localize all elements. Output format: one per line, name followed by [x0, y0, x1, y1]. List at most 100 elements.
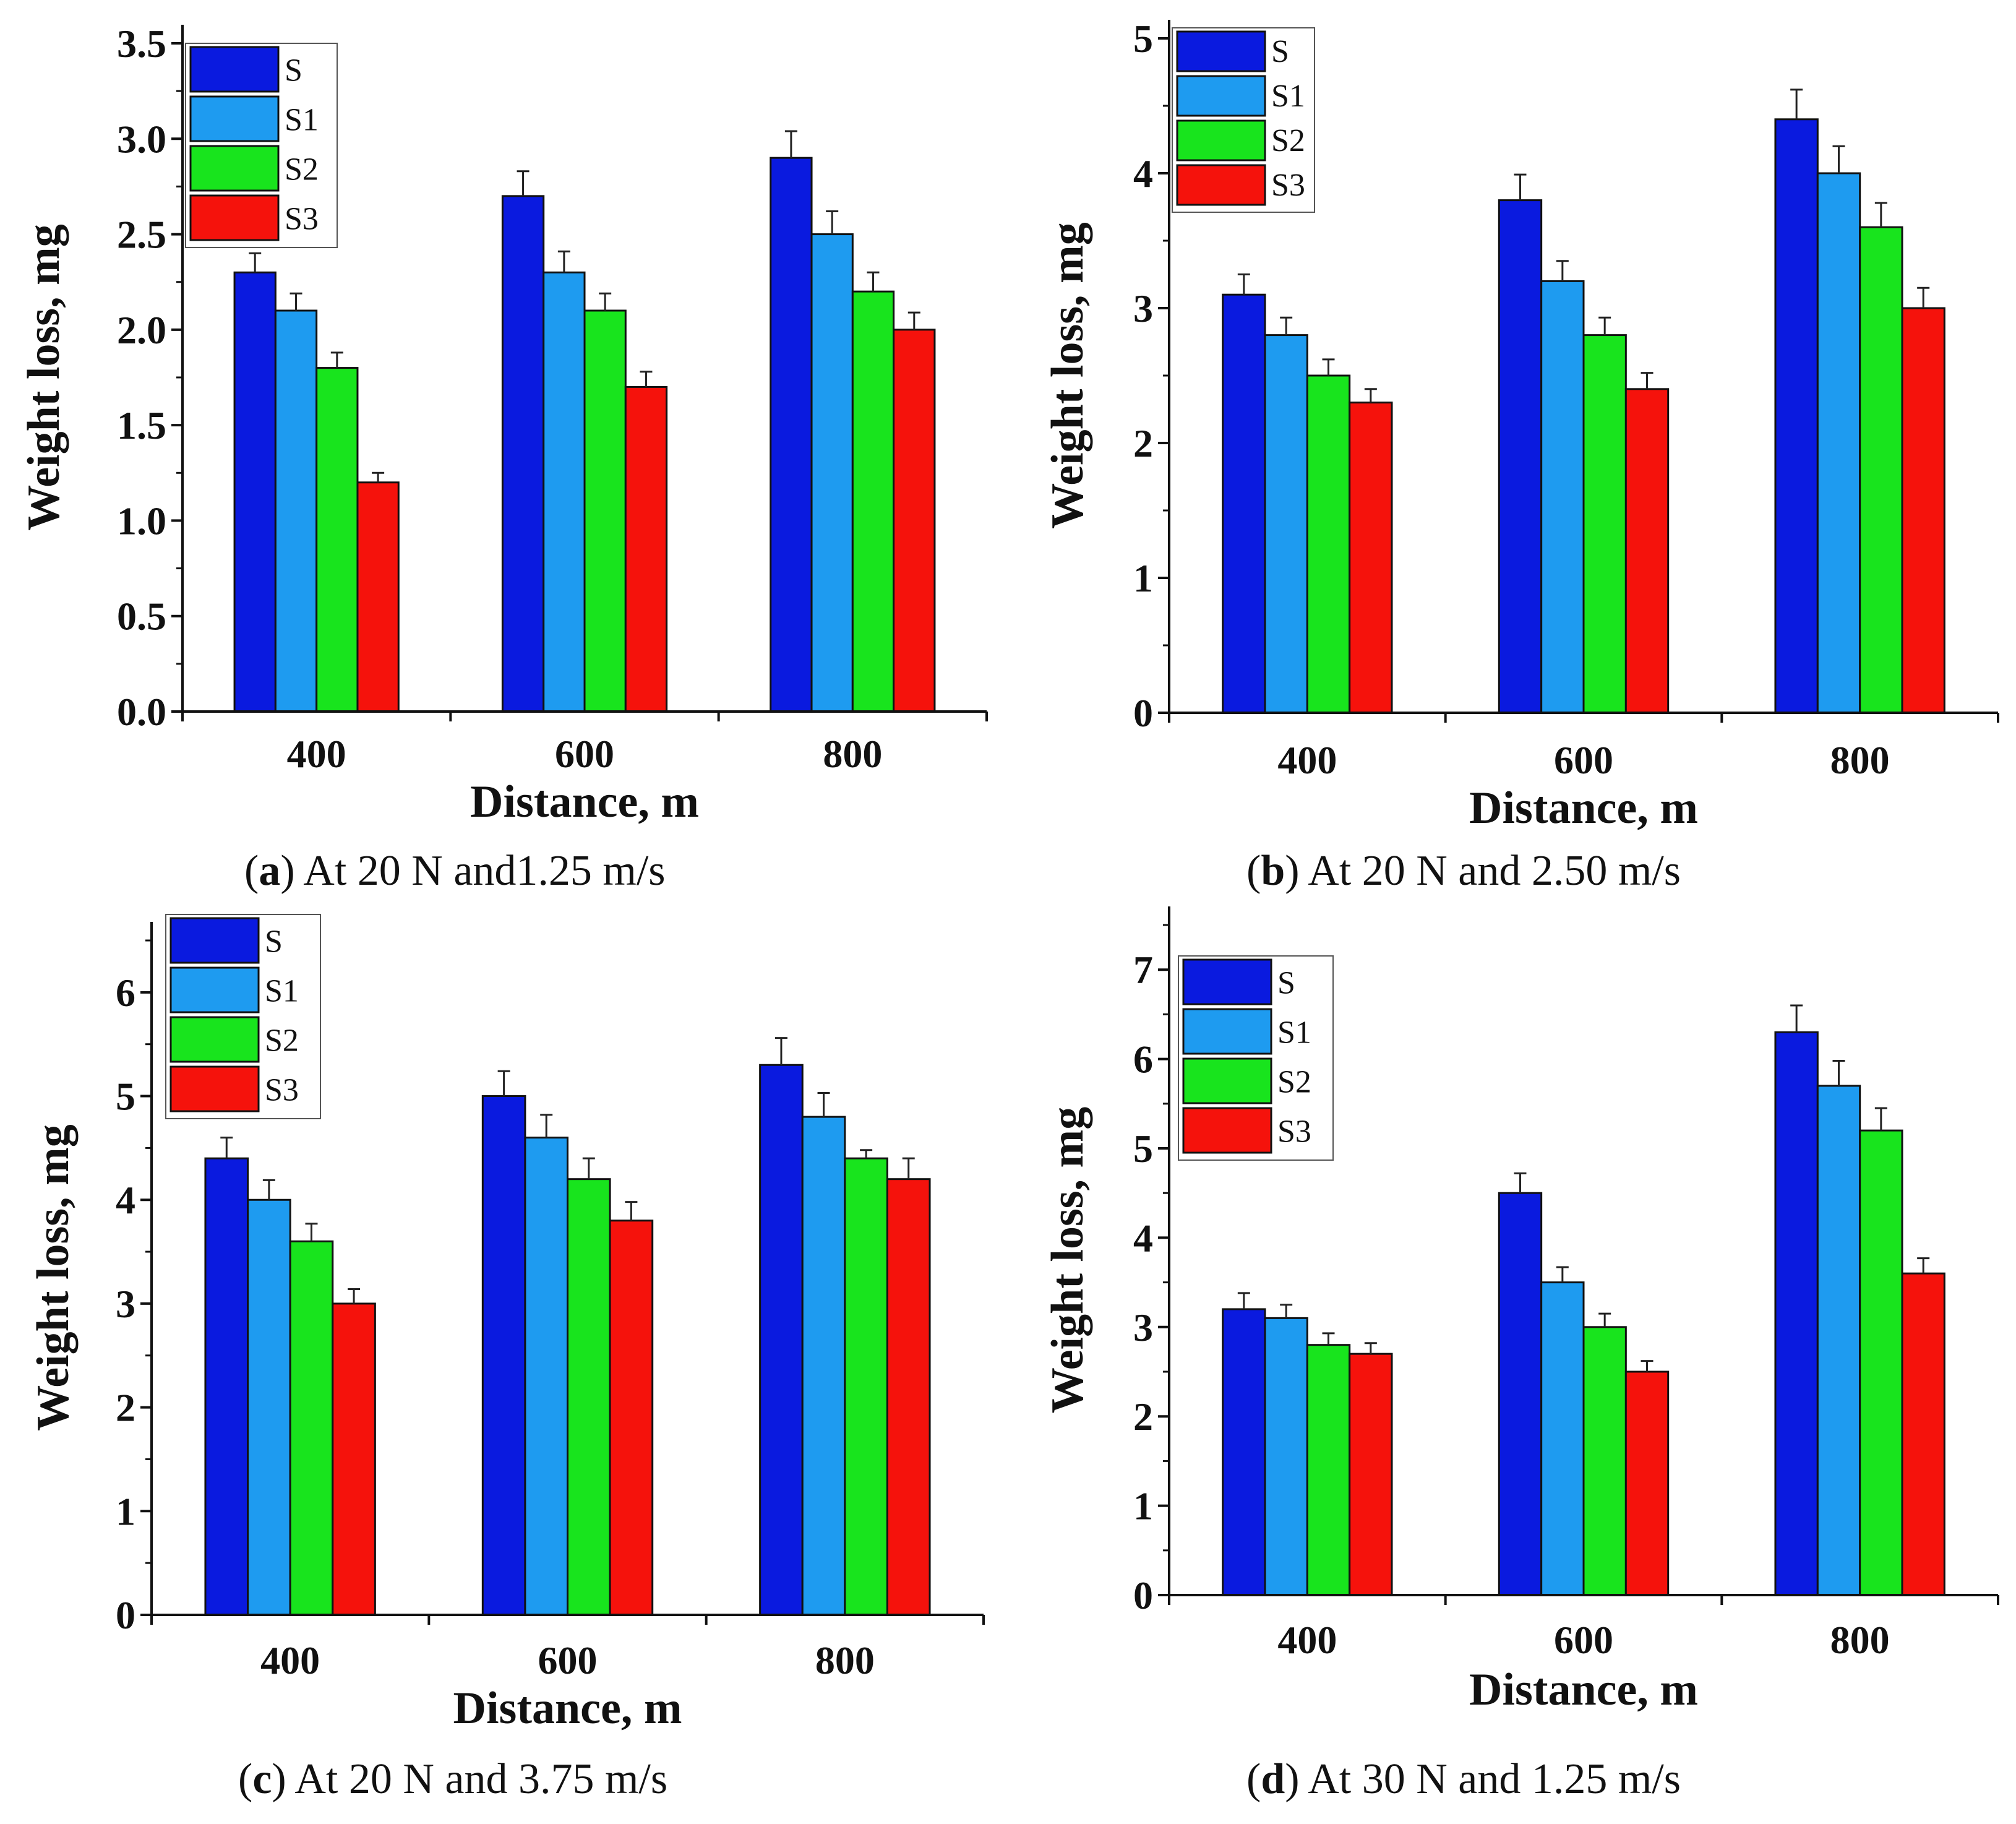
y-tick-label: 4: [1133, 152, 1153, 196]
caption-text: ) At 20 N and 2.50 m/s: [1285, 847, 1681, 895]
bar-s-600: [1498, 1192, 1543, 1596]
legend-label-s1: S1: [1277, 1015, 1311, 1050]
caption-letter: c: [252, 1755, 272, 1803]
legend-swatch-s2: [169, 1016, 260, 1063]
legend-label-s2: S2: [285, 152, 319, 187]
x-tick-label-600: 600: [1554, 1618, 1613, 1662]
caption-letter: b: [1261, 847, 1285, 895]
bar-s2-600: [1582, 1326, 1627, 1596]
x-tick-label-600: 600: [538, 1638, 598, 1682]
x-axis-title: Distance, m: [1469, 783, 1698, 833]
y-tick-label: 1: [116, 1489, 135, 1533]
legend-swatch-s1: [1182, 1008, 1272, 1055]
y-tick-label: 3.5: [117, 22, 166, 66]
bar-s1-800: [801, 1116, 846, 1616]
bar-s2-400: [289, 1240, 334, 1616]
bar-s3-600: [624, 385, 668, 713]
y-tick-label: 0.5: [117, 595, 166, 639]
legend-label-s1: S1: [285, 102, 319, 137]
caption-text: ) At 20 N and 3.75 m/s: [272, 1755, 667, 1803]
bar-s2-600: [583, 309, 627, 713]
panel-b: 0 1 2 3 4 5 400 600 800 Distance, m Weight loss, m…: [1042, 17, 1999, 895]
y-tick-label: 0: [1133, 691, 1153, 735]
x-tick-label-800: 800: [815, 1638, 875, 1682]
x-tick-label-400: 400: [287, 732, 346, 776]
y-tick-label: 0: [116, 1593, 135, 1637]
bar-s3-800: [1901, 1272, 1945, 1596]
bar-s1-400: [274, 309, 318, 713]
y-axis-title: Weight loss, mg: [1042, 1107, 1093, 1413]
bar-s3-800: [893, 329, 936, 713]
bar-s2-400: [315, 367, 359, 713]
bar-s-800: [1774, 118, 1819, 714]
x-tick-label-400: 400: [1277, 738, 1337, 782]
y-axis-title: Weight loss, mg: [1042, 222, 1093, 528]
bar-s-800: [1774, 1031, 1819, 1596]
bar-s2-800: [1859, 226, 1903, 714]
bar-s3-800: [1901, 307, 1945, 714]
x-tick-label-400: 400: [1277, 1618, 1337, 1662]
y-tick-label: 3: [116, 1282, 135, 1326]
bar-s1-800: [1816, 1085, 1861, 1596]
y-axis-title: Weight loss, mg: [19, 224, 69, 530]
y-axis-title: Weight loss, mg: [28, 1124, 79, 1430]
legend-label-s1: S1: [1271, 79, 1305, 114]
y-tick-label: 1: [1133, 556, 1153, 600]
legend-label-s3: S3: [285, 201, 319, 236]
legend-swatch-s2: [189, 145, 280, 192]
y-tick-label: 4: [116, 1178, 135, 1222]
x-tick-label-400: 400: [260, 1638, 320, 1682]
bar-s3-400: [356, 481, 400, 713]
legend-label-s: S: [285, 53, 302, 88]
bar-s-600: [481, 1095, 526, 1616]
panel-c: 0 1 2 3 4 5 6 400 600 800 Distance, m Weight loss, …: [28, 914, 985, 1803]
x-tick-label-800: 800: [823, 732, 882, 776]
legend-swatch-s: [1176, 30, 1266, 72]
y-tick-label: 1.0: [117, 499, 166, 543]
legend-swatch-s1: [1176, 75, 1266, 117]
caption-text: ) At 20 N and1.25 m/s: [280, 847, 665, 895]
bar-s1-600: [1540, 1281, 1585, 1596]
legend-label-s2: S2: [1277, 1064, 1311, 1099]
bar-s2-600: [567, 1178, 611, 1616]
caption-text: ) At 30 N and 1.25 m/s: [1285, 1755, 1681, 1803]
legend-label-s: S: [265, 924, 283, 959]
bar-s-400: [204, 1157, 249, 1616]
legend-swatch-s3: [169, 1065, 260, 1112]
bar-s2-400: [1306, 1344, 1351, 1596]
bar-s1-600: [1540, 280, 1585, 714]
bar-s3-400: [1349, 1353, 1393, 1596]
panel-d: 0 1 2 3 4 5 6 7 400 600 800 Distance, m Weight loss,…: [1042, 906, 1999, 1803]
bar-s-600: [1498, 199, 1543, 714]
y-tick-label: 3: [1133, 1306, 1153, 1349]
legend-swatch-s: [169, 917, 260, 964]
legend-label-s3: S3: [1271, 168, 1305, 203]
y-tick-label: 4: [1133, 1216, 1153, 1260]
bar-s-400: [1222, 1308, 1266, 1596]
bar-s1-800: [810, 233, 854, 713]
y-tick-label: 3: [1133, 286, 1153, 330]
y-tick-label: 2: [1133, 421, 1153, 465]
bar-s2-400: [1306, 374, 1351, 714]
y-tick-label: 5: [1133, 17, 1153, 61]
legend-label-s2: S2: [265, 1023, 299, 1058]
bar-s3-800: [886, 1178, 931, 1616]
panel-caption: (d) At 30 N and 1.25 m/s: [1246, 1755, 1681, 1803]
x-tick-label-600: 600: [1554, 738, 1613, 782]
y-tick-label: 0: [1133, 1573, 1153, 1617]
legend-swatch-s1: [189, 95, 280, 142]
x-tick-label-800: 800: [1830, 738, 1890, 782]
caption-paren: (: [1246, 847, 1261, 895]
bar-s-800: [770, 157, 813, 713]
x-tick-label-600: 600: [555, 732, 614, 776]
legend-label-s1: S1: [265, 973, 299, 1009]
bar-s1-600: [524, 1137, 569, 1616]
bar-s2-800: [851, 290, 895, 713]
legend-label-s: S: [1277, 965, 1295, 1000]
bar-s2-600: [1582, 334, 1627, 714]
y-tick-label: 6: [1133, 1038, 1153, 1082]
bar-s3-600: [609, 1220, 654, 1616]
legend-swatch-s2: [1176, 119, 1266, 161]
legend-label-s: S: [1271, 34, 1289, 69]
